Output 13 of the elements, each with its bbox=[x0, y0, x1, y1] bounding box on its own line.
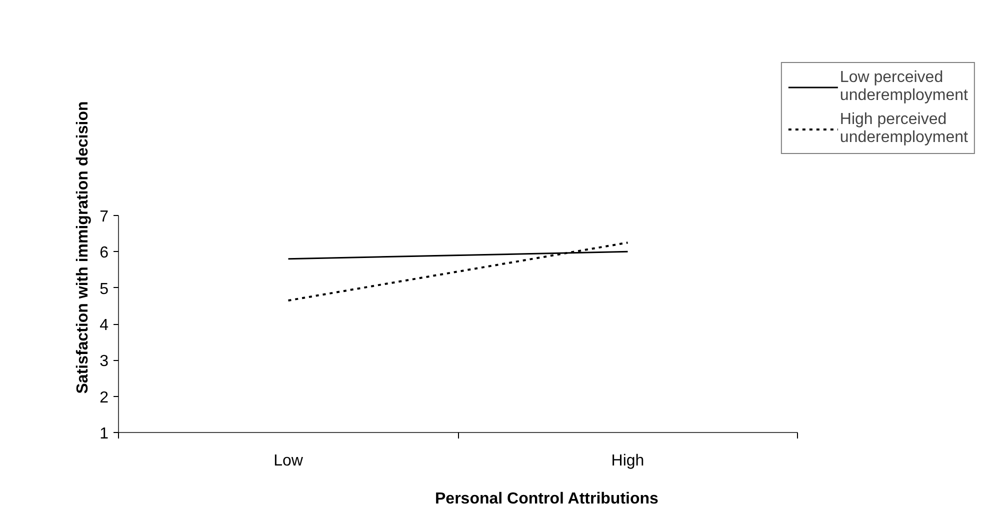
y-tick-label: 3 bbox=[100, 353, 109, 370]
y-tick-label: 2 bbox=[100, 389, 109, 406]
legend-label: Low perceived underemployment bbox=[840, 69, 968, 105]
y-tick-label: 4 bbox=[100, 317, 109, 334]
legend-label: High perceived underemployment bbox=[840, 111, 968, 147]
y-axis-title: Satisfaction with immigration decision bbox=[74, 101, 92, 394]
y-tick-label: 7 bbox=[100, 208, 109, 226]
x-tick-label: High bbox=[611, 452, 644, 470]
y-tick-label: 1 bbox=[100, 426, 109, 442]
x-axis-title: Personal Control Attributions bbox=[435, 490, 659, 508]
y-tick-label: 6 bbox=[100, 244, 109, 262]
y-tick-label: 5 bbox=[100, 280, 109, 298]
x-tick-label: Low bbox=[274, 452, 304, 470]
